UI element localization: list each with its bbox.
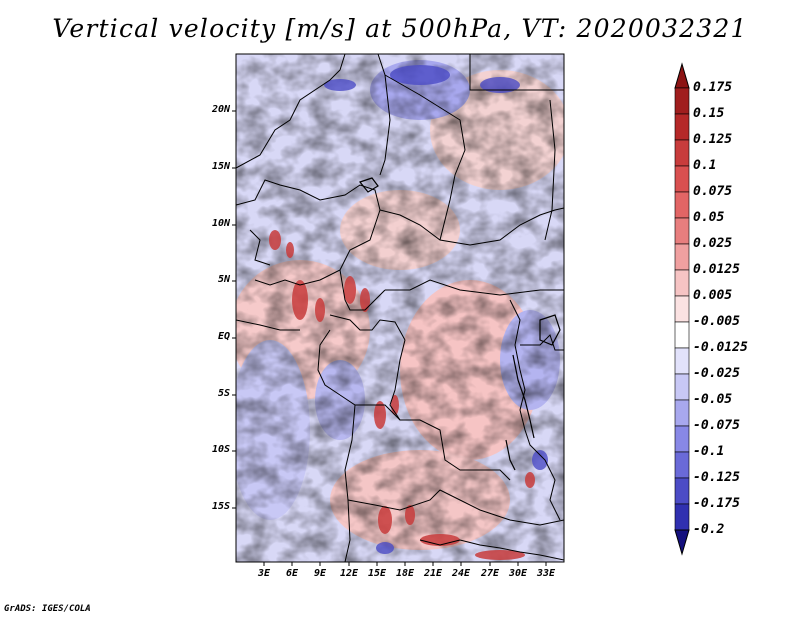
lat-label-20n: 20N (211, 104, 230, 115)
colorbar-swatch (674, 243, 690, 271)
colorbar-level-label: -0.2 (693, 522, 725, 537)
colorbar-level-label: 0.125 (693, 132, 733, 147)
credit-text: GrADS: IGES/COLA (4, 604, 91, 614)
colorbar-swatch (674, 217, 690, 245)
colorbar-level-label: 0.175 (693, 80, 733, 95)
colorbar-level-label: 0.025 (693, 236, 733, 251)
colorbar-level-label: 0.005 (693, 288, 733, 303)
plot-frame (235, 53, 565, 563)
colorbar-swatch (674, 347, 690, 375)
lon-label-33e: 33E (536, 568, 556, 579)
lake-outlines (358, 177, 561, 471)
colorbar-swatch (674, 295, 690, 323)
colorbar-bottom-arrow (674, 529, 690, 556)
colorbar-swatch (674, 373, 690, 401)
colorbar-level-label: -0.05 (693, 392, 733, 407)
lat-label-10n: 10N (211, 218, 230, 229)
colorbar-level-label: 0.0125 (693, 262, 740, 277)
colorbar-level-label: 0.075 (693, 184, 733, 199)
lon-label-30e: 30E (508, 568, 528, 579)
colorbar-swatch (674, 191, 690, 219)
colorbar-level-label: -0.0125 (693, 340, 748, 355)
colorbar-swatch (674, 321, 690, 349)
lat-label-5n: 5N (217, 274, 230, 285)
lon-label-18e: 18E (395, 568, 415, 579)
colorbar-swatch (674, 269, 690, 297)
lon-label-15e: 15E (367, 568, 387, 579)
colorbar-swatch (674, 477, 690, 505)
colorbar-swatch (674, 425, 690, 453)
colorbar-top-arrow (674, 62, 690, 89)
velocity-field (236, 54, 564, 562)
lon-label-12e: 12E (339, 568, 359, 579)
red-streaks (269, 230, 535, 560)
colorbar-level-label: 0.1 (693, 158, 717, 173)
tick-marks (232, 110, 547, 566)
chart-title: Vertical velocity [m/s] at 500hPa, VT: 2… (52, 14, 748, 43)
colorbar-level-label: -0.1 (693, 444, 725, 459)
colorbar-swatch (674, 139, 690, 167)
colorbar-swatch (674, 399, 690, 427)
colorbar-level-label: -0.075 (693, 418, 740, 433)
colorbar-swatch (674, 87, 690, 115)
colorbar (674, 62, 690, 556)
lat-label-15n: 15N (211, 161, 230, 172)
country-borders (236, 54, 564, 562)
lat-label-eq: EQ (217, 331, 230, 342)
colorbar-swatch (674, 165, 690, 193)
colorbar-level-label: 0.05 (693, 210, 725, 225)
colorbar-level-label: -0.025 (693, 366, 740, 381)
lon-label-24e: 24E (451, 568, 471, 579)
colorbar-swatch (674, 113, 690, 141)
colorbar-swatch (674, 451, 690, 479)
lat-label-15s: 15S (211, 501, 230, 512)
colorbar-level-label: 0.15 (693, 106, 725, 121)
blue-streaks (324, 65, 548, 554)
lon-label-27e: 27E (480, 568, 500, 579)
lon-label-9e: 9E (313, 568, 327, 579)
lon-label-3e: 3E (257, 568, 271, 579)
lat-label-5s: 5S (217, 388, 230, 399)
colorbar-swatch (674, 503, 690, 531)
colorbar-level-label: -0.005 (693, 314, 740, 329)
colorbar-level-label: -0.125 (693, 470, 740, 485)
colorbar-level-label: -0.175 (693, 496, 740, 511)
lon-label-6e: 6E (285, 568, 299, 579)
lon-label-21e: 21E (423, 568, 443, 579)
lat-label-10s: 10S (211, 444, 230, 455)
